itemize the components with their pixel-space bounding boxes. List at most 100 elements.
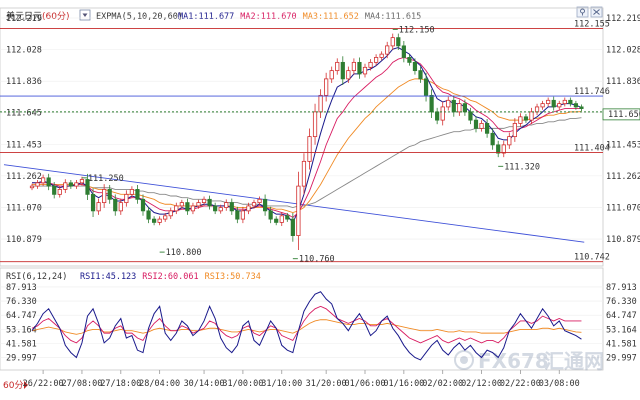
candle: [546, 97, 551, 107]
close-icon[interactable]: [590, 6, 603, 18]
candle-body: [562, 99, 567, 105]
period-label: 60分: [46, 11, 66, 22]
candle-body: [113, 198, 118, 212]
candle: [229, 198, 234, 215]
candle-body: [396, 37, 401, 47]
candle: [74, 180, 79, 189]
rsi-tick-right: 41.581: [606, 339, 637, 349]
rsi1-legend: RSI1:45.123: [80, 272, 136, 282]
price-level[interactable]: 111.404: [0, 143, 610, 153]
expma-ma2-line: [32, 56, 582, 219]
time-label: 30/14:00: [184, 379, 225, 389]
candle: [446, 96, 451, 111]
candle: [407, 54, 412, 66]
swing-marker-label: 112.150: [399, 25, 435, 35]
candle-body: [496, 144, 501, 154]
trendline[interactable]: [3, 164, 585, 243]
price-tick-right: 110.879: [606, 235, 640, 245]
price-level[interactable]: 112.155: [0, 20, 610, 30]
rsi3-legend: RSI3:50.734: [205, 272, 261, 282]
price-tick-left: 111.453: [6, 140, 42, 150]
candle-body: [168, 210, 173, 217]
time-label: 27/08:00: [61, 379, 102, 389]
candle: [307, 128, 312, 170]
scroll-left-icon[interactable]: [24, 381, 28, 389]
candle: [207, 195, 212, 210]
swing-marker-label: 111.250: [88, 174, 124, 184]
candle: [568, 97, 573, 107]
candle-body: [473, 119, 479, 129]
price-level-label: 111.650: [608, 110, 640, 120]
pin-icon[interactable]: [576, 6, 589, 18]
rsi-tick-right: 29.997: [606, 353, 637, 363]
rsi-lines: [31, 291, 582, 361]
time-label: 26/22:00: [23, 379, 64, 389]
candle: [523, 114, 529, 123]
candle: [213, 202, 218, 215]
time-label: 01/16:00: [383, 379, 424, 389]
descending-trendline[interactable]: [3, 164, 585, 243]
candle-body: [29, 185, 35, 189]
candle-body: [218, 207, 223, 212]
candle-body: [540, 103, 545, 108]
price-tick-left: 111.836: [6, 77, 42, 87]
candle: [124, 190, 129, 207]
candle: [540, 100, 545, 110]
candle: [418, 66, 423, 83]
rsi-legend: RSI1:45.123 RSI2:60.061 RSI3:50.734: [80, 272, 261, 282]
time-label: 02/12:00: [461, 379, 502, 389]
swing-marker: 110.760: [292, 255, 335, 265]
price-level[interactable]: 111.746: [0, 87, 610, 97]
time-label: 02/22:00: [500, 379, 541, 389]
rsi-indicator-name: RSI(6,12,24): [6, 272, 67, 282]
candle: [146, 206, 151, 224]
candle-body: [479, 123, 484, 129]
rsi-axis: 87.913 87.913 76.330 76.330 64.747 64.747 53.1…: [6, 283, 637, 364]
candle: [390, 33, 395, 50]
candle: [529, 107, 534, 125]
candle-body: [151, 218, 157, 223]
price-panel-frame: [0, 7, 604, 267]
expma-lines: [32, 46, 582, 224]
price-level[interactable]: 111.650: [0, 108, 640, 121]
price-tick-left: 112.028: [6, 46, 42, 56]
candle: [562, 97, 567, 107]
candle-body: [196, 202, 201, 207]
price-level[interactable]: 110.742: [0, 253, 610, 263]
candle-body: [518, 116, 523, 124]
candlesticks: [29, 33, 584, 250]
price-levels[interactable]: 112.155 111.746 111.404 110.742 111.650: [0, 20, 640, 263]
candle-body: [462, 103, 468, 113]
rsi-tick-left: 64.747: [6, 311, 37, 321]
price-tick-left: 111.645: [6, 109, 42, 119]
candle: [46, 173, 51, 191]
candle-body: [41, 177, 46, 184]
candle-body: [346, 70, 351, 80]
candle: [396, 33, 401, 50]
swing-marker: 112.150: [392, 25, 435, 35]
price-tick-left: 111.262: [6, 172, 42, 182]
candle: [262, 194, 268, 216]
candle-body: [368, 61, 373, 68]
candle-body: [163, 215, 168, 220]
candle-body: [512, 123, 517, 138]
candle-body: [523, 116, 529, 121]
candle: [301, 153, 307, 195]
candle: [257, 196, 262, 206]
period-dropdown-icon[interactable]: [79, 9, 91, 21]
candle-body: [35, 182, 40, 187]
candle-body: [568, 99, 573, 105]
candle-body: [185, 202, 190, 212]
candle: [52, 182, 57, 199]
candle: [362, 63, 368, 78]
candle: [102, 184, 107, 208]
candle: [423, 72, 429, 102]
candle: [484, 118, 490, 138]
candle: [29, 183, 35, 191]
candle-body: [135, 189, 140, 200]
candle-body: [440, 106, 445, 121]
candle-body: [90, 193, 96, 212]
candle-body: [418, 70, 423, 80]
candle: [573, 100, 579, 110]
candle: [57, 186, 62, 198]
